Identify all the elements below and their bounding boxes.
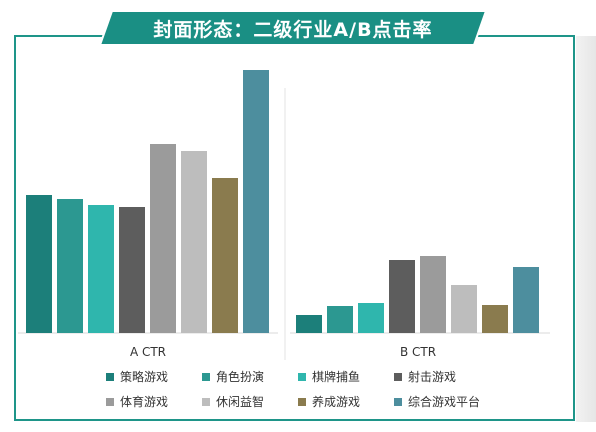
a-ctr-bar bbox=[150, 144, 176, 333]
b-ctr-bar bbox=[451, 285, 477, 333]
legend-label: 策略游戏 bbox=[120, 370, 169, 384]
a-ctr-bar bbox=[119, 207, 145, 333]
legend-item: 射击游戏 bbox=[394, 368, 490, 385]
legend-item: 策略游戏 bbox=[106, 368, 202, 385]
legend-label: 射击游戏 bbox=[408, 370, 457, 384]
a-ctr-bar bbox=[88, 205, 114, 333]
legend-label: 体育游戏 bbox=[120, 395, 169, 409]
b-ctr-bar bbox=[327, 306, 353, 333]
legend-item: 综合游戏平台 bbox=[394, 393, 490, 410]
chart-legend: 策略游戏 角色扮演 棋牌捕鱼 射击游戏体育游戏 休闲益智 养成游戏 综合游戏平台 bbox=[106, 368, 486, 410]
b-ctr-bar bbox=[296, 315, 322, 333]
b-ctr-bar bbox=[358, 303, 384, 333]
legend-swatch bbox=[394, 397, 402, 406]
a-ctr-bar bbox=[243, 70, 269, 333]
b-ctr-bar bbox=[513, 267, 539, 333]
legend-swatch bbox=[202, 397, 210, 406]
a-ctr-bar bbox=[57, 199, 83, 333]
legend-label: 角色扮演 bbox=[216, 370, 265, 384]
legend-item: 角色扮演 bbox=[202, 368, 298, 385]
legend-label: 休闲益智 bbox=[216, 395, 265, 409]
page-title: 封面形态：二级行业A/B点击率 bbox=[153, 18, 433, 41]
legend-swatch bbox=[394, 372, 402, 381]
b-ctr-bar bbox=[389, 260, 415, 333]
legend-label: 综合游戏平台 bbox=[408, 395, 481, 409]
title-banner-shape bbox=[14, 10, 575, 46]
b-ctr-bar bbox=[420, 256, 446, 333]
a-ctr-bar bbox=[212, 178, 238, 333]
side-shadow bbox=[576, 36, 596, 422]
legend-swatch bbox=[298, 372, 306, 381]
legend-item: 养成游戏 bbox=[298, 393, 394, 410]
bars-group bbox=[26, 70, 539, 333]
legend-item: 体育游戏 bbox=[106, 393, 202, 410]
a-ctr-axis-label: A CTR bbox=[130, 345, 166, 359]
title-banner: 封面形态：二级行业A/B点击率 bbox=[0, 0, 596, 60]
legend-item: 休闲益智 bbox=[202, 393, 298, 410]
legend-swatch bbox=[106, 372, 114, 381]
a-ctr-bar bbox=[181, 151, 207, 333]
legend-swatch bbox=[298, 397, 306, 406]
legend-label: 养成游戏 bbox=[312, 395, 361, 409]
legend-item: 棋牌捕鱼 bbox=[298, 368, 394, 385]
a-ctr-bar bbox=[26, 195, 52, 333]
b-ctr-bar bbox=[482, 305, 508, 333]
legend-label: 棋牌捕鱼 bbox=[312, 370, 361, 384]
legend-swatch bbox=[106, 397, 114, 406]
b-ctr-axis-label: B CTR bbox=[400, 345, 436, 359]
legend-swatch bbox=[202, 372, 210, 381]
